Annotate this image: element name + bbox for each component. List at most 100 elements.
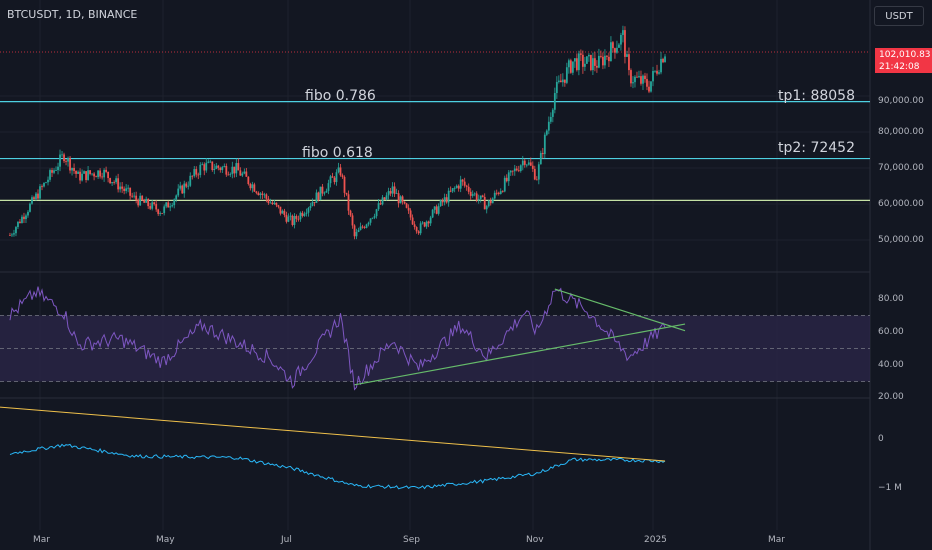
- candle-body: [525, 164, 528, 166]
- candle-body: [497, 192, 500, 194]
- candle-body: [33, 197, 35, 200]
- candle-body: [119, 186, 122, 190]
- candle-body: [489, 200, 492, 204]
- candle-body: [361, 226, 364, 228]
- candle-body: [387, 191, 390, 196]
- candle-body: [493, 192, 496, 199]
- symbol-title[interactable]: BTCUSDT, 1D, BINANCE: [7, 8, 138, 21]
- candle-body: [501, 191, 504, 192]
- candle-body: [287, 216, 290, 222]
- candle-body: [511, 170, 514, 172]
- candle-body: [431, 209, 434, 218]
- candle-body: [313, 202, 316, 203]
- candle-body: [235, 163, 238, 174]
- candle-body: [63, 154, 65, 162]
- candle-body: [53, 170, 55, 173]
- candle-body: [15, 227, 17, 234]
- candle-body: [213, 168, 216, 171]
- candle-body: [301, 212, 304, 216]
- candle-body: [243, 171, 246, 174]
- candle-body: [644, 75, 646, 80]
- candle-body: [656, 70, 658, 74]
- volume-line: [9, 443, 666, 490]
- candle-body: [487, 200, 490, 207]
- candle-body: [263, 194, 266, 196]
- candle-body: [199, 164, 202, 175]
- fibo-lines: [0, 100, 870, 201]
- candle-body: [329, 176, 332, 184]
- candle-body: [632, 82, 634, 84]
- candle-body: [391, 186, 394, 194]
- candle-body: [642, 75, 644, 84]
- candle-body: [29, 203, 31, 212]
- candle-body: [485, 206, 488, 210]
- candle-body: [27, 211, 29, 216]
- currency-button[interactable]: USDT: [874, 6, 924, 26]
- candle-body: [197, 174, 200, 176]
- rsi-trend-line: [354, 323, 686, 386]
- candle-body: [273, 202, 276, 205]
- candle-body: [37, 193, 39, 199]
- candle-body: [253, 184, 256, 192]
- last-price-value: 102,010.83: [879, 50, 931, 60]
- candle-body: [39, 186, 41, 199]
- vol-axis-label: −1 M: [878, 483, 902, 493]
- candle-body: [61, 154, 63, 156]
- candle-body: [439, 200, 442, 207]
- candle-body: [618, 44, 620, 48]
- candle-body: [638, 76, 640, 78]
- candle-body: [19, 221, 21, 223]
- candle-body: [385, 195, 388, 200]
- candle-body: [59, 154, 61, 167]
- candle-body: [561, 79, 564, 83]
- fibo-618-label[interactable]: fibo 0.618: [302, 145, 373, 161]
- candle-body: [219, 167, 222, 171]
- candle-body: [289, 215, 292, 217]
- candle-body: [551, 109, 554, 117]
- candle-body: [547, 121, 550, 131]
- candle-body: [177, 188, 180, 196]
- candle-body: [195, 169, 198, 175]
- candle-body: [377, 203, 380, 210]
- candle-body: [163, 206, 166, 214]
- candle-body: [469, 191, 472, 196]
- candle-body: [91, 173, 93, 175]
- candle-body: [225, 165, 228, 175]
- candle-body: [227, 174, 230, 176]
- candle-body: [614, 48, 616, 53]
- candle-body: [545, 130, 548, 135]
- time-axis-label: Mar: [768, 535, 785, 545]
- candle-body: [143, 200, 146, 203]
- candle-body: [51, 170, 53, 173]
- candle-body: [17, 221, 19, 228]
- candle-body: [73, 167, 75, 171]
- candle-body: [373, 216, 376, 218]
- candle-body: [517, 170, 520, 172]
- candle-body: [507, 172, 510, 182]
- candle-body: [181, 185, 184, 194]
- candle-body: [71, 167, 73, 171]
- candle-body: [612, 42, 614, 49]
- candle-body: [201, 164, 204, 166]
- tp1-label[interactable]: tp1: 88058: [778, 88, 855, 104]
- candle-body: [604, 55, 606, 66]
- candle-body: [23, 216, 25, 220]
- candle-body: [349, 210, 352, 216]
- candle-body: [447, 190, 450, 203]
- candle-body: [628, 54, 630, 71]
- fibo-786-label[interactable]: fibo 0.786: [305, 88, 376, 104]
- candle-body: [97, 170, 99, 178]
- candle-body: [173, 199, 176, 206]
- candle-body: [161, 213, 164, 214]
- candle-body: [297, 218, 300, 220]
- candle-body: [634, 76, 636, 83]
- candle-body: [193, 169, 196, 177]
- candle-body: [237, 163, 240, 171]
- candle-body: [69, 157, 71, 171]
- candle-body: [449, 190, 452, 192]
- candle-body: [457, 185, 460, 189]
- candle-body: [13, 233, 15, 235]
- tp2-label[interactable]: tp2: 72452: [778, 140, 855, 156]
- candle-body: [481, 195, 484, 197]
